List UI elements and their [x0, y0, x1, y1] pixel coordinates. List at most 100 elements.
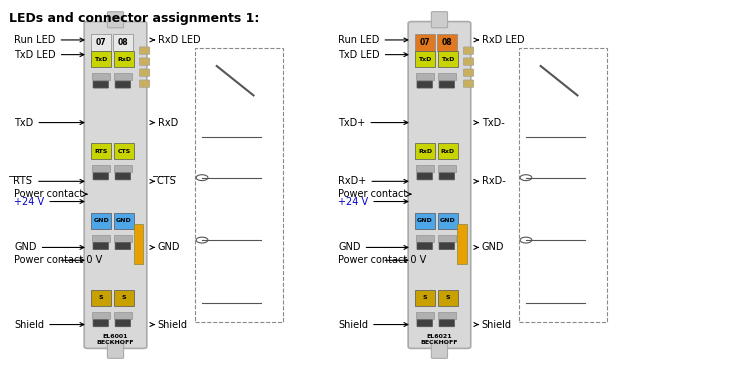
- FancyBboxPatch shape: [114, 73, 132, 80]
- FancyBboxPatch shape: [463, 47, 474, 54]
- FancyBboxPatch shape: [93, 173, 109, 180]
- FancyBboxPatch shape: [114, 290, 134, 306]
- Text: ̅C̅T̅S̅: ̅C̅T̅S̅: [150, 176, 177, 186]
- FancyBboxPatch shape: [463, 58, 474, 65]
- Text: GND: GND: [116, 218, 132, 223]
- FancyBboxPatch shape: [439, 320, 454, 327]
- FancyBboxPatch shape: [417, 173, 432, 180]
- Text: Shield: Shield: [338, 320, 408, 330]
- Text: GND: GND: [474, 242, 504, 252]
- FancyBboxPatch shape: [92, 165, 110, 172]
- FancyBboxPatch shape: [140, 58, 150, 65]
- FancyBboxPatch shape: [417, 81, 432, 88]
- FancyBboxPatch shape: [114, 235, 132, 242]
- FancyBboxPatch shape: [408, 21, 471, 349]
- FancyBboxPatch shape: [437, 235, 456, 242]
- Text: TxD+: TxD+: [338, 118, 408, 128]
- Text: S: S: [446, 295, 450, 300]
- Text: RxD-: RxD-: [474, 176, 505, 186]
- FancyBboxPatch shape: [437, 143, 458, 159]
- FancyBboxPatch shape: [415, 51, 435, 67]
- FancyBboxPatch shape: [415, 235, 434, 242]
- Text: Shield: Shield: [14, 320, 84, 330]
- Text: 07: 07: [95, 38, 106, 47]
- FancyBboxPatch shape: [107, 342, 123, 358]
- FancyBboxPatch shape: [114, 143, 134, 159]
- FancyBboxPatch shape: [417, 243, 432, 250]
- FancyBboxPatch shape: [91, 143, 112, 159]
- FancyBboxPatch shape: [439, 243, 454, 250]
- FancyBboxPatch shape: [91, 51, 112, 67]
- FancyBboxPatch shape: [140, 47, 150, 54]
- FancyBboxPatch shape: [93, 320, 109, 327]
- Text: TxD: TxD: [14, 118, 84, 128]
- Text: RxD: RxD: [441, 148, 455, 154]
- Text: GND: GND: [418, 218, 433, 223]
- Text: TxD: TxD: [95, 57, 108, 62]
- FancyBboxPatch shape: [92, 235, 110, 242]
- Text: RTS: RTS: [95, 148, 108, 154]
- Text: S: S: [99, 295, 103, 300]
- FancyBboxPatch shape: [415, 290, 435, 306]
- FancyBboxPatch shape: [93, 81, 109, 88]
- FancyBboxPatch shape: [91, 34, 111, 51]
- FancyBboxPatch shape: [437, 73, 456, 80]
- Text: GND: GND: [93, 218, 109, 223]
- Text: +24 V: +24 V: [14, 196, 84, 206]
- Text: RxD: RxD: [150, 118, 178, 128]
- FancyBboxPatch shape: [115, 81, 131, 88]
- FancyBboxPatch shape: [437, 290, 458, 306]
- FancyBboxPatch shape: [432, 12, 448, 28]
- Text: 07: 07: [420, 38, 430, 47]
- Text: Power contact: Power contact: [338, 189, 411, 199]
- FancyBboxPatch shape: [437, 51, 458, 67]
- FancyBboxPatch shape: [415, 165, 434, 172]
- Text: TxD LED: TxD LED: [338, 50, 408, 60]
- Text: RxD: RxD: [117, 57, 131, 62]
- Text: GND: GND: [338, 242, 408, 252]
- FancyBboxPatch shape: [463, 80, 474, 87]
- Text: ̅R̅T̅S̅: ̅R̅T̅S̅: [14, 176, 84, 186]
- Text: Shield: Shield: [474, 320, 512, 330]
- FancyBboxPatch shape: [115, 243, 131, 250]
- FancyBboxPatch shape: [415, 312, 434, 319]
- Text: Run LED: Run LED: [338, 35, 408, 45]
- FancyBboxPatch shape: [114, 312, 132, 319]
- FancyBboxPatch shape: [115, 173, 131, 180]
- FancyBboxPatch shape: [437, 165, 456, 172]
- Text: Power contact: Power contact: [14, 189, 86, 199]
- Text: S: S: [423, 295, 427, 300]
- FancyBboxPatch shape: [107, 12, 123, 28]
- Text: LEDs and connector assignments 1:: LEDs and connector assignments 1:: [9, 13, 259, 26]
- FancyBboxPatch shape: [115, 320, 131, 327]
- Text: EL6001
BECKHOFF: EL6001 BECKHOFF: [97, 334, 134, 345]
- FancyBboxPatch shape: [437, 212, 458, 229]
- FancyBboxPatch shape: [439, 81, 454, 88]
- FancyBboxPatch shape: [415, 212, 435, 229]
- Text: TxD: TxD: [441, 57, 454, 62]
- FancyBboxPatch shape: [463, 69, 474, 76]
- Text: +24 V: +24 V: [338, 196, 408, 206]
- Text: Power contact 0 V: Power contact 0 V: [338, 255, 426, 265]
- FancyBboxPatch shape: [437, 312, 456, 319]
- FancyBboxPatch shape: [415, 73, 434, 80]
- Text: Run LED: Run LED: [14, 35, 84, 45]
- Text: CTS: CTS: [118, 148, 131, 154]
- FancyBboxPatch shape: [91, 212, 112, 229]
- FancyBboxPatch shape: [432, 342, 448, 358]
- FancyBboxPatch shape: [93, 243, 109, 250]
- FancyBboxPatch shape: [437, 34, 457, 51]
- Text: GND: GND: [150, 242, 180, 252]
- Text: S: S: [122, 295, 126, 300]
- Text: EL6021
BECKHOFF: EL6021 BECKHOFF: [420, 334, 458, 345]
- FancyBboxPatch shape: [457, 223, 467, 264]
- Text: 08: 08: [441, 38, 452, 47]
- FancyBboxPatch shape: [114, 51, 134, 67]
- FancyBboxPatch shape: [84, 21, 147, 349]
- FancyBboxPatch shape: [134, 223, 143, 264]
- Text: 08: 08: [118, 38, 128, 47]
- FancyBboxPatch shape: [91, 290, 112, 306]
- Text: Power contact 0 V: Power contact 0 V: [14, 255, 103, 265]
- FancyBboxPatch shape: [92, 73, 110, 80]
- FancyBboxPatch shape: [417, 320, 432, 327]
